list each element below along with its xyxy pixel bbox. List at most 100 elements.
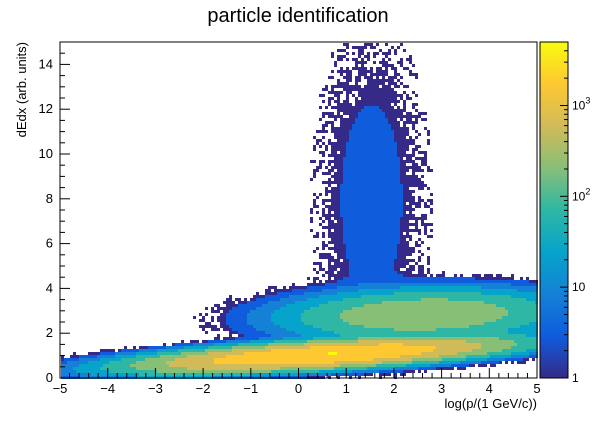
heatmap-cell bbox=[376, 109, 379, 112]
heatmap-cell bbox=[406, 193, 409, 196]
heatmap-cell bbox=[418, 337, 421, 340]
heatmap-cell bbox=[289, 286, 292, 289]
heatmap-cell bbox=[274, 316, 277, 319]
heatmap-cell bbox=[334, 232, 337, 235]
heatmap-cell bbox=[298, 328, 301, 331]
heatmap-cell bbox=[214, 346, 217, 349]
heatmap-cell bbox=[244, 361, 247, 364]
heatmap-cell bbox=[436, 328, 439, 331]
heatmap-cell bbox=[433, 328, 436, 331]
heatmap-cell bbox=[295, 361, 298, 364]
heatmap-cell bbox=[334, 217, 337, 220]
heatmap-cell bbox=[388, 265, 391, 268]
heatmap-cell bbox=[235, 316, 238, 319]
heatmap-cell bbox=[343, 259, 346, 262]
heatmap-cell bbox=[373, 358, 376, 361]
heatmap-cell bbox=[379, 91, 382, 94]
heatmap-cell bbox=[388, 316, 391, 319]
heatmap-cell bbox=[334, 277, 337, 280]
heatmap-cell bbox=[391, 334, 394, 337]
heatmap-cell bbox=[400, 199, 403, 202]
heatmap-cell bbox=[403, 277, 406, 280]
heatmap-cell bbox=[322, 214, 325, 217]
heatmap-cell bbox=[310, 364, 313, 367]
heatmap-cell bbox=[235, 304, 238, 307]
heatmap-cell bbox=[418, 301, 421, 304]
heatmap-cell bbox=[319, 286, 322, 289]
heatmap-cell bbox=[160, 346, 163, 349]
heatmap-cell bbox=[349, 169, 352, 172]
heatmap-cell bbox=[139, 361, 142, 364]
heatmap-cell bbox=[346, 184, 349, 187]
heatmap-cell bbox=[361, 364, 364, 367]
heatmap-cell bbox=[406, 160, 409, 163]
heatmap-cell bbox=[241, 307, 244, 310]
heatmap-cell bbox=[340, 196, 343, 199]
heatmap-cell bbox=[283, 304, 286, 307]
heatmap-cell bbox=[331, 328, 334, 331]
heatmap-cell bbox=[202, 361, 205, 364]
heatmap-cell bbox=[370, 175, 373, 178]
heatmap-cell bbox=[391, 187, 394, 190]
heatmap-cell bbox=[115, 367, 118, 370]
heatmap-cell bbox=[412, 184, 415, 187]
heatmap-cell bbox=[352, 160, 355, 163]
heatmap-cell bbox=[397, 169, 400, 172]
heatmap-cell bbox=[217, 355, 220, 358]
heatmap-cell bbox=[373, 175, 376, 178]
heatmap-cell bbox=[388, 322, 391, 325]
heatmap-cell bbox=[370, 277, 373, 280]
heatmap-cell bbox=[337, 142, 340, 145]
heatmap-cell bbox=[376, 274, 379, 277]
heatmap-cell bbox=[385, 85, 388, 88]
heatmap-cell bbox=[361, 73, 364, 76]
heatmap-cell bbox=[409, 358, 412, 361]
heatmap-cell bbox=[346, 265, 349, 268]
heatmap-cell bbox=[391, 247, 394, 250]
heatmap-cell bbox=[271, 340, 274, 343]
heatmap-cell bbox=[421, 181, 424, 184]
heatmap-cell bbox=[370, 307, 373, 310]
heatmap-cell bbox=[250, 328, 253, 331]
heatmap-cell bbox=[406, 319, 409, 322]
heatmap-cell bbox=[403, 310, 406, 313]
heatmap-cell bbox=[406, 97, 409, 100]
heatmap-cell bbox=[292, 322, 295, 325]
heatmap-cell bbox=[394, 223, 397, 226]
heatmap-cell bbox=[178, 352, 181, 355]
heatmap-cell bbox=[115, 364, 118, 367]
heatmap-cell bbox=[340, 346, 343, 349]
heatmap-cell bbox=[262, 361, 265, 364]
heatmap-cell bbox=[307, 361, 310, 364]
heatmap-cell bbox=[409, 229, 412, 232]
heatmap-cell bbox=[418, 268, 421, 271]
heatmap-cell bbox=[349, 286, 352, 289]
heatmap-cell bbox=[82, 358, 85, 361]
heatmap-cell bbox=[406, 157, 409, 160]
heatmap-cell bbox=[370, 313, 373, 316]
heatmap-cell bbox=[286, 355, 289, 358]
heatmap-cell bbox=[385, 337, 388, 340]
heatmap-cell bbox=[358, 103, 361, 106]
heatmap-cell bbox=[367, 157, 370, 160]
heatmap-cell bbox=[199, 373, 202, 376]
heatmap-cell bbox=[430, 316, 433, 319]
heatmap-cell bbox=[406, 190, 409, 193]
heatmap-cell bbox=[391, 139, 394, 142]
heatmap-cell bbox=[403, 334, 406, 337]
heatmap-cell bbox=[352, 58, 355, 61]
heatmap-cell bbox=[319, 193, 322, 196]
heatmap-cell bbox=[271, 292, 274, 295]
heatmap-cell bbox=[211, 343, 214, 346]
heatmap-cell bbox=[391, 295, 394, 298]
heatmap-cell bbox=[409, 166, 412, 169]
heatmap-cell bbox=[388, 250, 391, 253]
heatmap-cell bbox=[409, 349, 412, 352]
heatmap-cell bbox=[388, 64, 391, 67]
heatmap-cell bbox=[184, 373, 187, 376]
heatmap-cell bbox=[355, 118, 358, 121]
heatmap-cell bbox=[217, 316, 220, 319]
heatmap-cell bbox=[409, 115, 412, 118]
heatmap-cell bbox=[208, 352, 211, 355]
heatmap-cell bbox=[352, 178, 355, 181]
